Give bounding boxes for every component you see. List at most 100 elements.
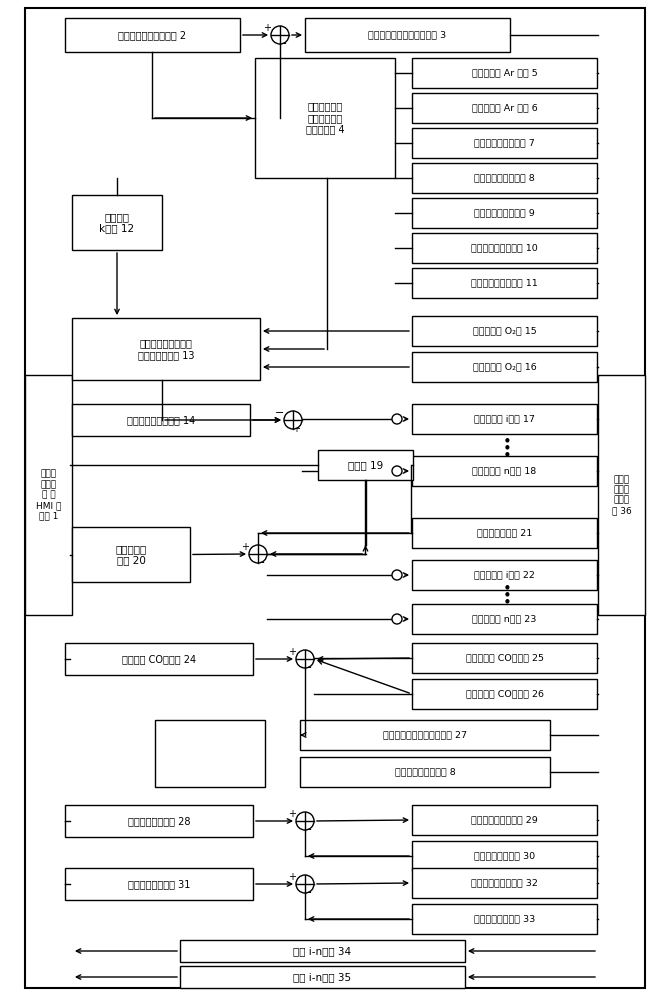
Bar (412, 604, 597, 634)
Bar (412, 163, 597, 193)
Text: 助燃空气风量实际值 9: 助燃空气风量实际值 9 (474, 209, 535, 218)
Bar (65, 643, 253, 675)
Text: 陶瓷窑
炉现场
工艺设
备 36: 陶瓷窑 炉现场 工艺设 备 36 (611, 475, 632, 515)
Text: 冷却带压力设定值 28: 冷却带压力设定值 28 (128, 816, 190, 826)
Text: 外部空气进入量设定值 2: 外部空气进入量设定值 2 (118, 30, 187, 40)
Text: 抽热风烟道烟气流量 8: 抽热风烟道烟气流量 8 (395, 768, 456, 776)
Text: 空气过剩系数设定值 14: 空气过剩系数设定值 14 (127, 415, 195, 425)
Bar (412, 93, 597, 123)
Bar (598, 375, 645, 615)
Text: 抽热风烟道 Ar 含量 6: 抽热风烟道 Ar 含量 6 (472, 104, 537, 112)
Bar (412, 268, 597, 298)
Bar (65, 805, 253, 837)
Text: ●: ● (504, 584, 509, 589)
Text: 陶瓷窑炉外部
空气进入量计
算数学模型 4: 陶瓷窑炉外部 空气进入量计 算数学模型 4 (306, 101, 345, 135)
Bar (412, 198, 597, 228)
Text: ●: ● (504, 452, 509, 456)
Text: 占比系数
k输入 12: 占比系数 k输入 12 (100, 212, 134, 233)
Text: ●: ● (504, 438, 509, 442)
Bar (305, 18, 510, 52)
Text: 空气调节阀 n调节 18: 空气调节阀 n调节 18 (472, 466, 537, 476)
Text: 窑头主烟道 CO实际值 25: 窑头主烟道 CO实际值 25 (466, 654, 543, 662)
Bar (180, 966, 465, 988)
Text: 燃气调节阀 n调节 23: 燃气调节阀 n调节 23 (472, 614, 537, 624)
Bar (72, 195, 162, 250)
Text: +: + (288, 809, 296, 819)
Bar (412, 128, 597, 158)
Bar (255, 58, 395, 178)
Bar (412, 841, 597, 871)
Circle shape (296, 812, 314, 830)
Text: 烧成带压力设定值 31: 烧成带压力设定值 31 (128, 879, 190, 889)
Text: 窑头排风机入口阀开度调节 3: 窑头排风机入口阀开度调节 3 (369, 30, 447, 39)
Text: +: + (241, 542, 249, 552)
Text: 陶瓷窑
炉控制
系 统
HMI 操
作站 1: 陶瓷窑 炉控制 系 统 HMI 操 作站 1 (36, 470, 61, 520)
Text: 抽热风烟道 CO实际值 26: 抽热风烟道 CO实际值 26 (466, 690, 543, 698)
Text: 空气调节阀 i调节 17: 空气调节阀 i调节 17 (474, 414, 535, 424)
Text: +: + (288, 872, 296, 882)
Bar (412, 679, 597, 709)
Circle shape (392, 614, 402, 624)
Text: −: − (303, 888, 312, 898)
Text: 压力 i-n检测 35: 压力 i-n检测 35 (294, 972, 352, 982)
Bar (65, 868, 253, 900)
Bar (412, 233, 597, 263)
Text: +: + (292, 424, 300, 434)
Bar (318, 450, 413, 480)
Text: 烧成温度设
定值 20: 烧成温度设 定值 20 (115, 544, 147, 565)
Text: −: − (256, 558, 266, 568)
Circle shape (392, 414, 402, 424)
Bar (412, 868, 597, 898)
Circle shape (296, 875, 314, 893)
Text: 直冷风机风量实际值 11: 直冷风机风量实际值 11 (471, 278, 538, 288)
Text: −: − (276, 408, 285, 418)
Bar (412, 352, 597, 382)
Text: 抽热风烟道烟气流量 8: 抽热风烟道烟气流量 8 (474, 174, 535, 182)
Text: 烧成温度实际值 21: 烧成温度实际值 21 (477, 528, 532, 538)
Circle shape (284, 411, 302, 429)
Bar (412, 404, 597, 434)
Bar (412, 805, 597, 835)
Text: 急冷风机风量实际值 10: 急冷风机风量实际值 10 (471, 243, 538, 252)
Text: ●: ● (504, 444, 509, 450)
Bar (412, 456, 597, 486)
Bar (72, 318, 260, 380)
Text: 烧成带压力实际值 33: 烧成带压力实际值 33 (474, 914, 535, 924)
Text: −: − (303, 663, 312, 673)
Text: 抽热风风机风量调节 29: 抽热风风机风量调节 29 (471, 816, 538, 824)
Circle shape (296, 650, 314, 668)
Bar (65, 18, 240, 52)
Text: 窑头主烟道 Ar 含量 5: 窑头主烟道 Ar 含量 5 (472, 68, 537, 78)
Circle shape (249, 545, 267, 563)
Text: +: + (263, 23, 271, 33)
Bar (412, 316, 597, 346)
Bar (412, 58, 597, 88)
Text: 陶瓷窑炉空气过剩系
数计算数学模型 13: 陶瓷窑炉空气过剩系 数计算数学模型 13 (138, 338, 194, 360)
Text: ●: ● (504, 591, 509, 596)
Bar (72, 527, 190, 582)
Text: −: − (303, 825, 312, 835)
Text: 窑头排风机风量调节 32: 窑头排风机风量调节 32 (471, 879, 538, 888)
Bar (180, 940, 465, 962)
Bar (300, 720, 550, 750)
Text: ●: ● (504, 598, 509, 603)
Bar (412, 518, 597, 548)
Circle shape (271, 26, 289, 44)
Circle shape (392, 466, 402, 476)
Text: 冷却带压力实际值 30: 冷却带压力实际值 30 (474, 852, 535, 860)
Bar (412, 904, 597, 934)
Text: 窑头主烟道 O₂量 15: 窑头主烟道 O₂量 15 (472, 326, 537, 336)
Text: 陶瓷窑炉 CO设定值 24: 陶瓷窑炉 CO设定值 24 (122, 654, 196, 664)
Bar (412, 643, 597, 673)
Circle shape (392, 570, 402, 580)
Text: +: + (288, 647, 296, 657)
Text: 抽热风风机入口阀开度调节 27: 抽热风风机入口阀开度调节 27 (383, 730, 467, 740)
Text: 空燃比 19: 空燃比 19 (348, 460, 383, 470)
Bar (72, 404, 250, 436)
Text: 抽热风烟道 O₂量 16: 抽热风烟道 O₂量 16 (472, 362, 537, 371)
Text: 窑头主烟道烟气流量 7: 窑头主烟道烟气流量 7 (474, 138, 535, 147)
Bar (155, 720, 265, 787)
Text: 温度 i-n检测 34: 温度 i-n检测 34 (294, 946, 352, 956)
Bar (25, 375, 72, 615)
Text: 燃气调节阀 i调节 22: 燃气调节阀 i调节 22 (474, 570, 535, 580)
